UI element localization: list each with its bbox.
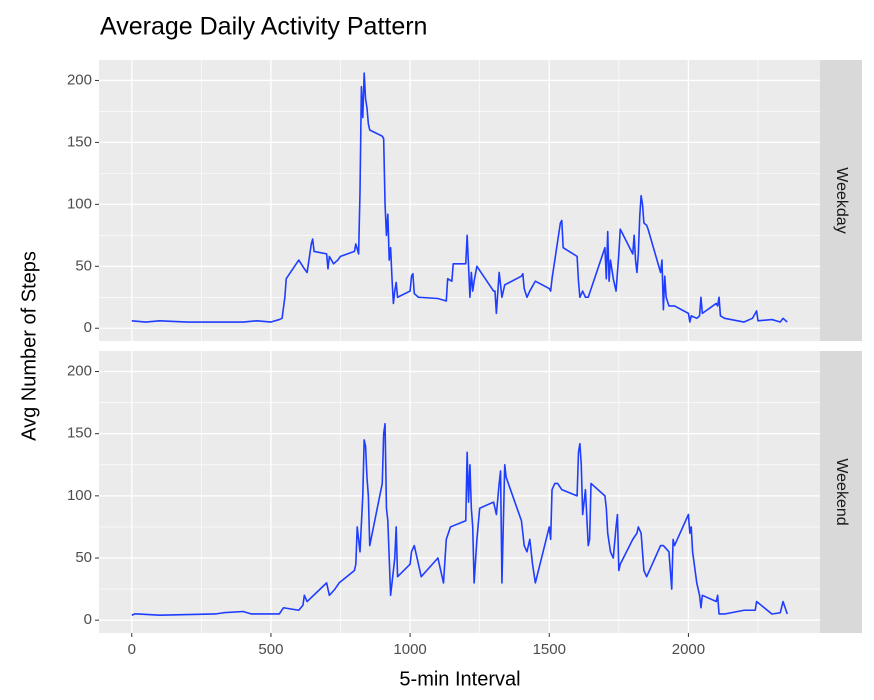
y-tick-label: 150 (67, 133, 92, 150)
y-tick-label: 200 (67, 362, 92, 379)
y-tick-label: 50 (75, 257, 92, 274)
y-tick-label: 200 (67, 71, 92, 88)
data-line (131, 72, 788, 323)
y-tick-label: 0 (84, 611, 92, 628)
data-line (131, 422, 788, 617)
strip-label: Weekend (833, 458, 850, 525)
x-tick-label: 1000 (393, 641, 426, 658)
x-tick-label: 2000 (672, 641, 705, 658)
y-tick-label: 100 (67, 195, 92, 212)
panel-background (99, 351, 820, 633)
y-axis-title: Avg Number of Steps (18, 251, 40, 441)
x-axis-title: 5-min Interval (399, 668, 520, 690)
strip-background (820, 60, 862, 341)
y-tick-label: 150 (67, 425, 92, 442)
panel-background (99, 60, 820, 341)
strip-label: Weekday (833, 167, 850, 233)
x-tick-label: 0 (128, 641, 136, 658)
y-tick-label: 50 (75, 549, 92, 566)
y-tick-label: 0 (84, 319, 92, 336)
y-tick-label: 100 (67, 487, 92, 504)
x-tick-label: 500 (258, 641, 283, 658)
chart-title: Average Daily Activity Pattern (100, 13, 427, 41)
strip-background (820, 351, 862, 633)
x-tick-label: 1500 (533, 641, 566, 658)
